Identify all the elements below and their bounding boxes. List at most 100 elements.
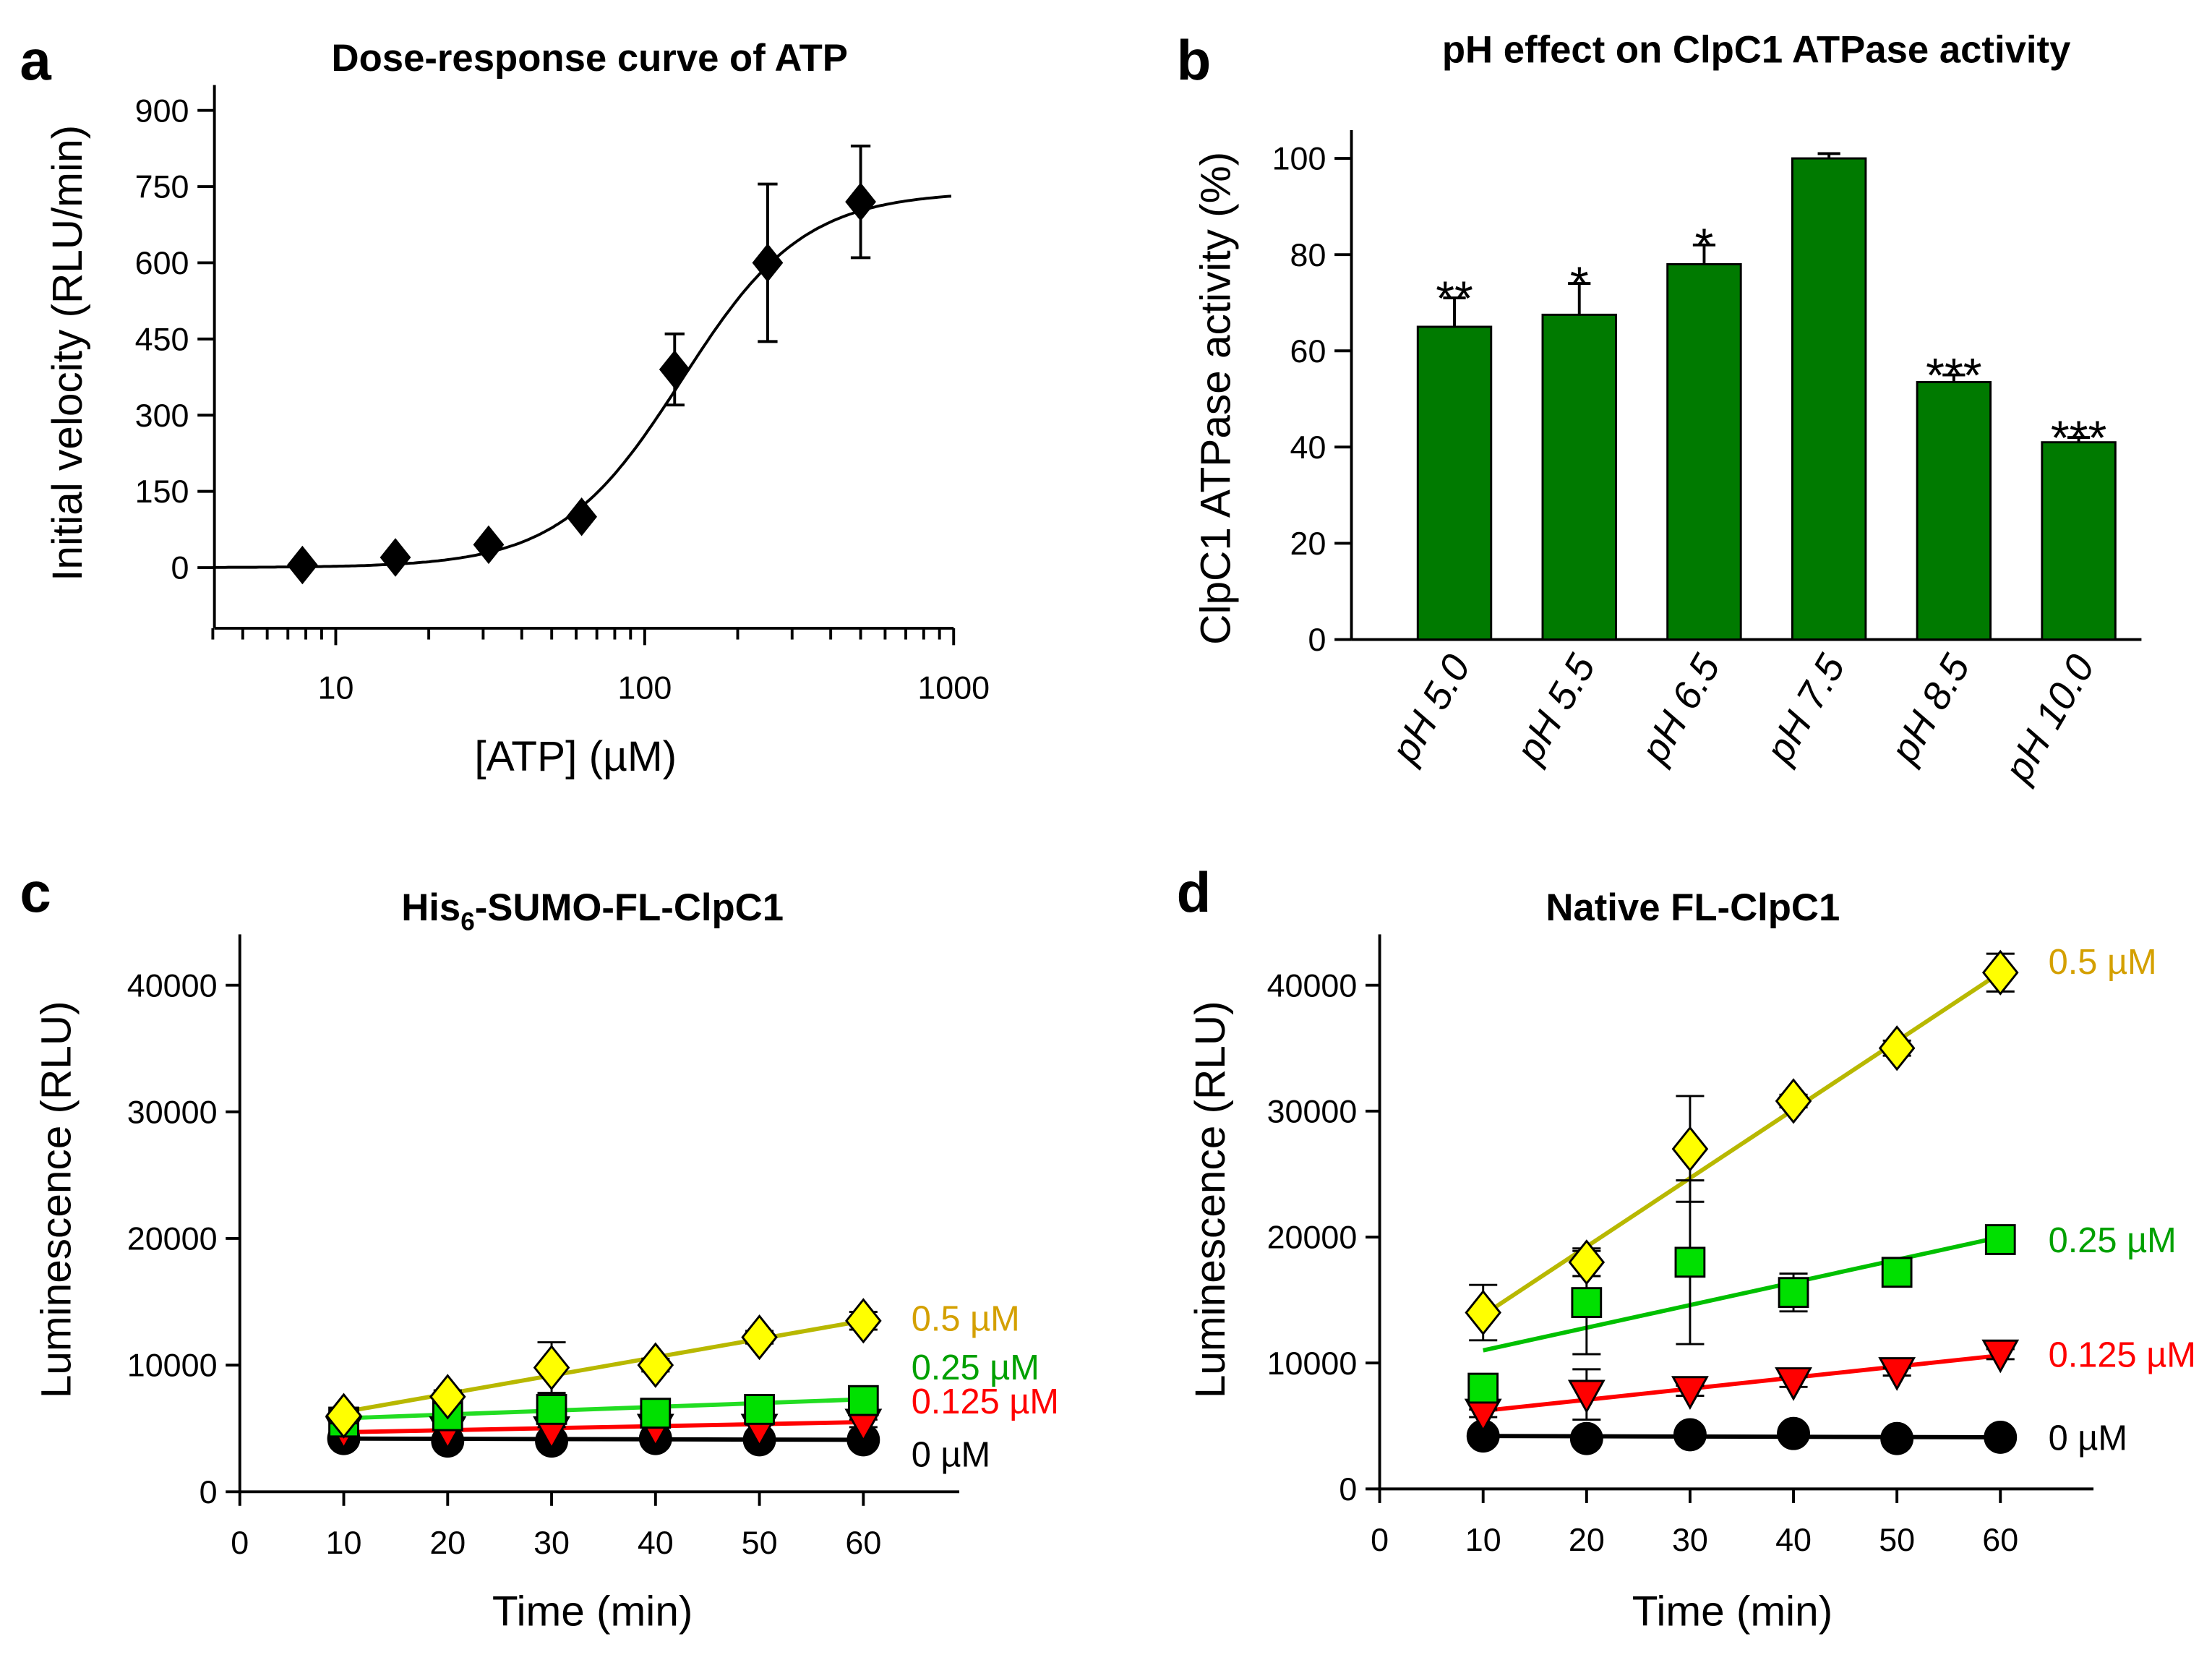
chart-c-ylabel: Luminescence (RLU) xyxy=(33,1001,80,1398)
chart-b-bar xyxy=(1791,157,1867,641)
chart-d-data-point-0p5 xyxy=(1981,949,2019,996)
chart-a-x-tick-label: 10 xyxy=(318,669,354,706)
chart-c-series-label: 0.25 µM xyxy=(912,1348,1039,1387)
chart-d-data-point-0p125 xyxy=(1981,1339,2020,1374)
chart-d-series-label: 0.25 µM xyxy=(2049,1221,2177,1260)
chart-c-fit-line-0p5 xyxy=(343,1318,864,1414)
chart-a-data-point xyxy=(380,538,411,577)
chart-c-x-tick-label: 40 xyxy=(638,1524,674,1561)
chart-d-data-point-0 xyxy=(1880,1421,1914,1455)
chart-d-x-tick-label: 60 xyxy=(1982,1521,2018,1558)
chart-b-y-tick-label: 40 xyxy=(1290,429,1326,466)
chart-d-data-point-0p25 xyxy=(1674,1246,1706,1278)
chart-c-series-label: 0.5 µM xyxy=(912,1299,1020,1338)
chart-d-title: Native FL-ClpC1 xyxy=(1546,886,1840,929)
chart-b-bar xyxy=(1666,263,1742,641)
chart-d-x-tick-label: 50 xyxy=(1879,1521,1915,1558)
chart-b-y-tick-label: 80 xyxy=(1290,236,1326,273)
chart-c-y-tick-label: 20000 xyxy=(127,1220,218,1257)
chart-d-data-point-0 xyxy=(1777,1416,1810,1450)
chart-a-y-tick-label: 300 xyxy=(135,397,189,434)
chart-b-x-tick-label: pH 7.5 xyxy=(1757,647,1854,771)
chart-d-data-point-0p5 xyxy=(1878,1025,1916,1071)
chart-d-y-tick-label: 0 xyxy=(1339,1471,1357,1507)
chart-c-xlabel: Time (min) xyxy=(492,1588,693,1635)
chart-d-series-label: 0 µM xyxy=(2049,1419,2127,1458)
chart-b-y-tick-label: 60 xyxy=(1290,333,1326,369)
chart-c-data-point-0p5 xyxy=(637,1342,674,1388)
chart-d-xlabel: Time (min) xyxy=(1632,1588,1832,1635)
chart-d-data-point-0p5 xyxy=(1775,1078,1812,1124)
chart-b-significance-label: * xyxy=(1695,219,1714,273)
chart-d-data-point-0p25 xyxy=(1467,1372,1499,1404)
chart-b-x-tick-label: pH 5.5 xyxy=(1506,647,1604,771)
panel-letter-c: c xyxy=(20,860,51,924)
chart-d-fit-line-0p5 xyxy=(1482,970,2002,1317)
chart-c-data-point-0p25 xyxy=(536,1394,567,1425)
chart-a-y-tick-label: 0 xyxy=(171,549,189,586)
chart-c-data-point-0p25 xyxy=(640,1398,672,1429)
chart-c-data-point-0p5 xyxy=(325,1392,362,1439)
chart-c-data-point-0p5 xyxy=(533,1345,570,1391)
chart-b-bar xyxy=(1416,325,1493,641)
chart-a-data-point xyxy=(473,525,505,565)
chart-b-x-tick-label: pH 10.0 xyxy=(1995,647,2103,790)
chart-a-data-point xyxy=(286,545,318,585)
chart-c-x-tick-label: 60 xyxy=(845,1524,881,1561)
chart-c-x-tick-label: 20 xyxy=(429,1524,466,1561)
chart-c-data-point-0p25 xyxy=(847,1385,879,1416)
chart-d-ylabel: Luminescence (RLU) xyxy=(1187,1001,1234,1398)
chart-b-title: pH effect on ClpC1 ATPase activity xyxy=(1442,28,2071,71)
chart-d-fit-line-0 xyxy=(1483,1434,2001,1439)
chart-d-data-point-0p5 xyxy=(1671,1126,1709,1172)
chart-a-ylabel: Initial velocity (RLU/min) xyxy=(44,125,91,581)
chart-a-data-point xyxy=(659,350,690,389)
chart-a-data-point xyxy=(752,243,784,283)
chart-a-y-tick-label: 450 xyxy=(135,320,189,357)
chart-b-y-tick-label: 0 xyxy=(1308,621,1326,658)
chart-b-significance-label: *** xyxy=(1926,349,1981,403)
chart-d-series-label: 0.5 µM xyxy=(2049,943,2157,982)
chart-d-data-point-0p125 xyxy=(1775,1367,1812,1401)
panel-letter-d: d xyxy=(1177,860,1212,924)
panel-letter-b: b xyxy=(1177,28,1212,92)
chart-a-y-tick-label: 600 xyxy=(135,244,189,281)
chart-a-title: Dose-response curve of ATP xyxy=(332,37,848,80)
chart-d-fit-line-0p125 xyxy=(1483,1353,2001,1413)
chart-d-x-tick-label: 0 xyxy=(1371,1521,1389,1558)
chart-c-y-tick-label: 10000 xyxy=(127,1347,218,1384)
chart-a-data-point xyxy=(566,497,598,536)
chart-d-y-tick-label: 40000 xyxy=(1267,967,1358,1004)
chart-d-data-point-0 xyxy=(1984,1421,2018,1454)
chart-b-significance-label: ** xyxy=(1436,272,1473,325)
chart-c-x-tick-label: 30 xyxy=(533,1524,570,1561)
chart-d-data-point-0p25 xyxy=(1778,1277,1809,1309)
chart-a-data-point xyxy=(845,182,876,221)
chart-a-y-tick-label: 150 xyxy=(135,473,189,510)
chart-d-data-point-0p25 xyxy=(1571,1287,1603,1318)
chart-c-x-tick-label: 0 xyxy=(231,1524,249,1561)
chart-d-data-point-0p25 xyxy=(1984,1224,2016,1255)
chart-a-xlabel: [ATP] (µM) xyxy=(474,733,677,780)
panel-letter-a: a xyxy=(20,28,51,92)
chart-c-data-point-0p25 xyxy=(744,1394,775,1425)
chart-d-y-tick-label: 10000 xyxy=(1267,1345,1358,1382)
chart-a-x-tick-label: 100 xyxy=(617,669,672,706)
chart-d-x-tick-label: 30 xyxy=(1672,1521,1708,1558)
chart-c-x-tick-label: 10 xyxy=(326,1524,362,1561)
chart-d-data-point-0p125 xyxy=(1671,1376,1709,1410)
chart-d-data-point-0p5 xyxy=(1465,1289,1502,1336)
chart-c-data-point-0p5 xyxy=(429,1374,466,1420)
chart-b-x-tick-label: pH 8.5 xyxy=(1881,647,1979,771)
chart-d-x-tick-label: 10 xyxy=(1465,1521,1501,1558)
chart-d-data-point-0p25 xyxy=(1881,1257,1913,1288)
chart-d-data-point-0p5 xyxy=(1568,1239,1606,1285)
chart-d-y-tick-label: 30000 xyxy=(1267,1092,1358,1129)
chart-d-series-label: 0.125 µM xyxy=(2049,1336,2196,1375)
chart-c-y-tick-label: 0 xyxy=(200,1473,218,1510)
chart-b-bar xyxy=(1541,313,1617,641)
chart-d-fit-line-0p25 xyxy=(1483,1235,2001,1353)
chart-c-x-tick-label: 50 xyxy=(742,1524,778,1561)
chart-a-x-tick-label: 1000 xyxy=(917,669,990,706)
